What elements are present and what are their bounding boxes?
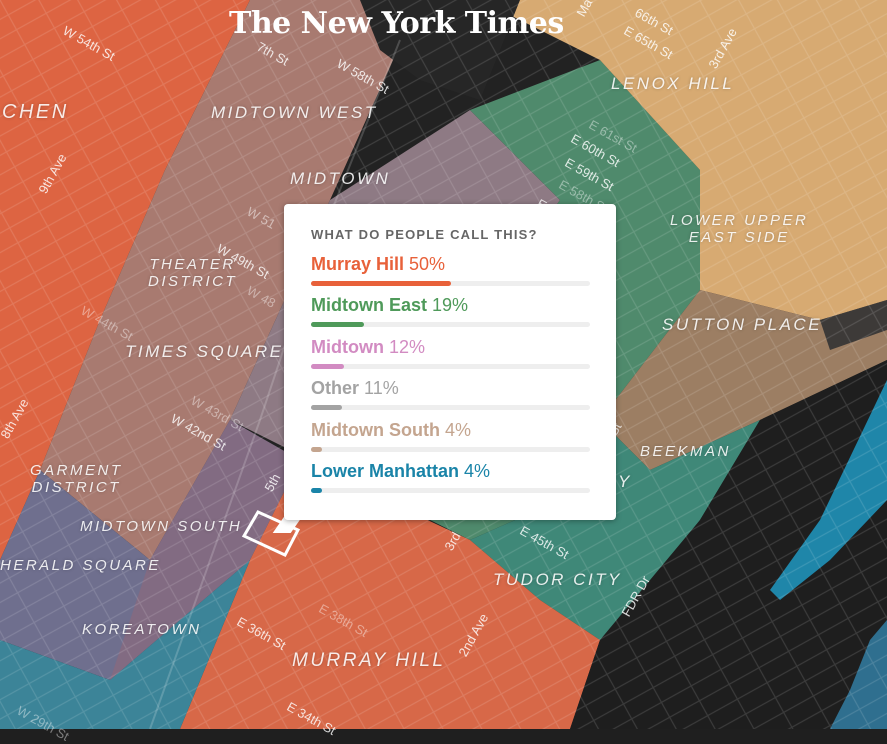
label-lues-line1: LOWER UPPER bbox=[670, 212, 809, 229]
answer-row: Other 11% bbox=[311, 378, 590, 410]
label-sutton-place: SUTTON PLACE bbox=[662, 315, 823, 334]
answer-bar-track bbox=[311, 488, 590, 493]
label-theater-line2: DISTRICT bbox=[148, 272, 238, 290]
label-midtown-south: MIDTOWN SOUTH bbox=[80, 518, 243, 535]
answer-percent: 50% bbox=[409, 254, 446, 274]
label-lower-upper-east-side: LOWER UPPER EAST SIDE bbox=[670, 212, 809, 246]
label-midtown: MIDTOWN bbox=[290, 169, 391, 188]
answer-row: Midtown 12% bbox=[311, 337, 590, 369]
answer-percent: 12% bbox=[388, 337, 426, 357]
answer-name: Lower Manhattan bbox=[311, 461, 460, 481]
answer-name: Midtown East bbox=[311, 295, 427, 315]
label-koreatown: KOREATOWN bbox=[82, 621, 202, 638]
answer-name: Murray Hill bbox=[311, 254, 405, 274]
popup-question: WHAT DO PEOPLE CALL THIS? bbox=[311, 227, 538, 242]
answer-row: Murray Hill 50% bbox=[311, 254, 590, 286]
answer-bar-fill bbox=[311, 364, 345, 369]
label-times-square: TIMES SQUARE bbox=[125, 342, 284, 361]
answer-bar-track bbox=[311, 281, 590, 286]
label-tudor-city: TUDOR CITY bbox=[493, 570, 622, 589]
label-hells-kitchen: CHEN bbox=[2, 101, 69, 123]
answer-name: Midtown bbox=[311, 337, 384, 357]
label-beekman: BEEKMAN bbox=[640, 443, 731, 460]
label-garment-line1: GARMENT bbox=[30, 462, 123, 479]
label-lues-line2: EAST SIDE bbox=[688, 228, 790, 246]
answer-percent: 11% bbox=[364, 378, 399, 398]
answer-percent: 19% bbox=[432, 295, 469, 315]
answer-bar-track bbox=[311, 447, 590, 452]
answer-row: Lower Manhattan 4% bbox=[311, 461, 590, 493]
answer-name: Midtown South bbox=[311, 420, 440, 440]
answer-bar-fill bbox=[311, 405, 342, 410]
label-midtown-west: MIDTOWN WEST bbox=[211, 103, 378, 122]
answer-percent: 4% bbox=[444, 420, 471, 440]
answer-bar-track bbox=[311, 364, 590, 369]
answer-bar-fill bbox=[311, 488, 323, 493]
answer-bar-fill bbox=[311, 322, 364, 327]
label-lenox-hill: LENOX HILL bbox=[611, 74, 735, 93]
answer-percent: 4% bbox=[464, 461, 491, 481]
label-theater-line1: THEATER bbox=[149, 256, 236, 273]
answer-bar-track bbox=[311, 405, 590, 410]
answer-row: Midtown South 4% bbox=[311, 420, 590, 452]
label-garment-district: GARMENT DISTRICT bbox=[30, 462, 123, 496]
answer-bar-fill bbox=[311, 281, 451, 286]
answer-bar-fill bbox=[311, 447, 323, 452]
nyt-logo: The New York Times bbox=[229, 6, 564, 41]
answer-name: Other bbox=[311, 378, 360, 398]
label-theater-district: THEATER DISTRICT bbox=[148, 256, 238, 290]
label-herald-square: HERALD SQUARE bbox=[0, 557, 161, 574]
label-partial-y: Y bbox=[618, 472, 632, 491]
answer-bar-track bbox=[311, 322, 590, 327]
neighborhood-survey-popup: WHAT DO PEOPLE CALL THIS? Murray Hill 50%… bbox=[284, 204, 616, 520]
answer-row: Midtown East 19% bbox=[311, 295, 590, 327]
label-garment-line2: DISTRICT bbox=[31, 478, 121, 496]
label-murray-hill: MURRAY HILL bbox=[292, 650, 446, 671]
